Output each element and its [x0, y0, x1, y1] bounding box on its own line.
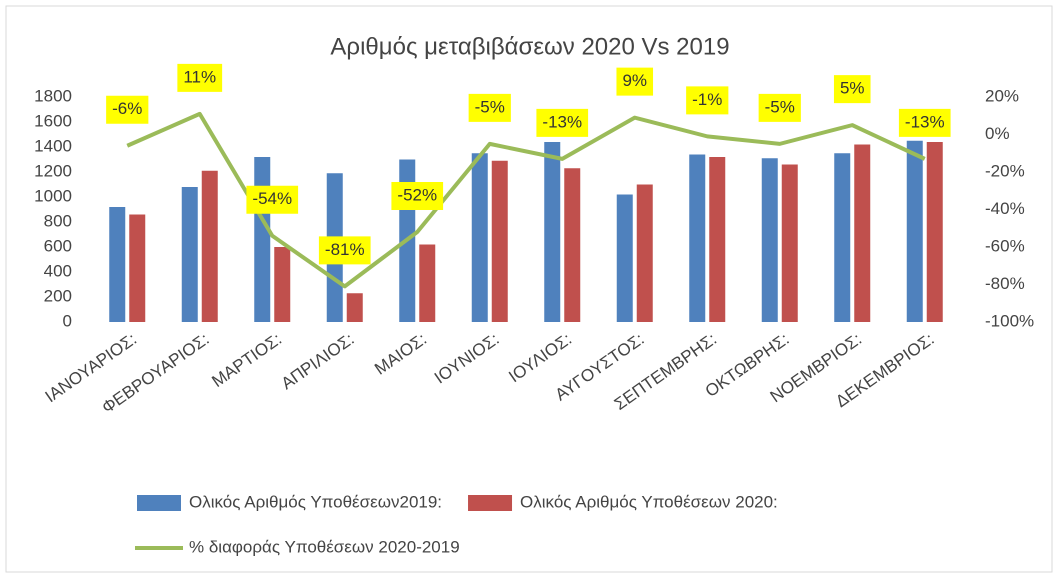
data-label: 11%: [177, 63, 223, 92]
chart-title: Αριθμός μεταβιβάσεων 2020 Vs 2019: [330, 33, 729, 60]
bar: [491, 160, 508, 322]
y2-tick-label: -20%: [985, 161, 1025, 180]
data-label-box: [833, 75, 871, 104]
data-label-text: -5%: [765, 97, 795, 116]
y-tick-label: 1800: [34, 86, 72, 105]
data-label-text: -13%: [905, 112, 945, 131]
bar: [471, 153, 488, 322]
data-label-text: 11%: [183, 67, 216, 86]
data-label-box: [246, 185, 299, 214]
y2-tick-label: 20%: [985, 86, 1019, 105]
bar: [926, 142, 943, 322]
data-label: -54%: [246, 185, 299, 214]
y-tick-label: 1600: [34, 111, 72, 130]
data-label-box: [468, 93, 511, 122]
y2-tick-label: -40%: [985, 199, 1025, 218]
bar: [854, 144, 871, 322]
data-label-box: [318, 236, 371, 265]
data-label: -13%: [898, 108, 951, 137]
y2-tick-label: -100%: [985, 311, 1034, 330]
bar: [616, 194, 633, 322]
legend-label: Ολικός Αριθμός Υποθέσεων2019:: [189, 492, 442, 511]
y-tick-label: 400: [44, 261, 72, 280]
bar: [274, 247, 291, 322]
data-label: 9%: [616, 67, 654, 96]
bar: [419, 244, 436, 322]
data-label-text: -52%: [397, 185, 437, 204]
y-tick-label: 1400: [34, 136, 72, 155]
data-label-text: -5%: [475, 97, 505, 116]
y-tick-label: 1200: [34, 161, 72, 180]
data-label-box: [686, 86, 729, 115]
data-label-text: -81%: [325, 240, 365, 259]
data-label-box: [391, 182, 444, 210]
y2-tick-label: -80%: [985, 274, 1025, 293]
data-label-text: 5%: [840, 79, 865, 98]
y2-tick-label: 0%: [985, 124, 1010, 143]
bar: [689, 154, 706, 322]
data-label: -5%: [468, 93, 511, 122]
legend-swatch: [137, 495, 181, 511]
bar: [254, 157, 271, 322]
data-label-box: [898, 108, 951, 137]
data-label-box: [177, 63, 223, 92]
bar: [346, 293, 363, 322]
bar: [781, 164, 798, 322]
bar: [834, 153, 851, 322]
data-label: -6%: [106, 95, 149, 124]
line-series: [126, 111, 926, 289]
bar: [761, 158, 778, 322]
bar: [544, 142, 561, 322]
bar: [906, 140, 923, 322]
bar: [129, 214, 146, 322]
y-tick-label: 600: [44, 236, 72, 255]
data-label-text: 9%: [622, 71, 647, 90]
legend-swatch: [468, 495, 513, 511]
y-tick-label: 200: [44, 286, 72, 305]
bar: [201, 170, 218, 322]
data-label-box: [106, 95, 149, 124]
y2-tick-label: -60%: [985, 236, 1025, 255]
data-label-text: -1%: [692, 90, 722, 109]
data-label-box: [536, 108, 589, 137]
y-tick-label: 1000: [34, 186, 72, 205]
data-label-text: -13%: [542, 112, 582, 131]
data-label: -5%: [758, 93, 801, 122]
bar: [564, 168, 581, 322]
data-label: -13%: [536, 108, 589, 137]
bar: [109, 207, 126, 322]
legend-label: Ολικός Αριθμός Υποθέσεων 2020:: [520, 492, 778, 511]
bar: [181, 187, 198, 322]
data-label: 5%: [833, 75, 871, 104]
bar: [636, 184, 653, 322]
data-label-text: -54%: [252, 189, 292, 208]
bar: [709, 157, 726, 322]
chart-frame: [5, 5, 1053, 573]
y-tick-label: 800: [44, 211, 72, 230]
data-label: -81%: [318, 236, 371, 265]
data-label-text: -6%: [112, 99, 142, 118]
legend-label: % διαφοράς Υποθέσεων 2020-2019: [189, 537, 460, 556]
data-label: -52%: [391, 182, 444, 210]
data-label-box: [758, 93, 801, 122]
data-label-box: [616, 67, 654, 96]
y-tick-label: 0: [63, 311, 72, 330]
data-label: -1%: [686, 86, 729, 115]
